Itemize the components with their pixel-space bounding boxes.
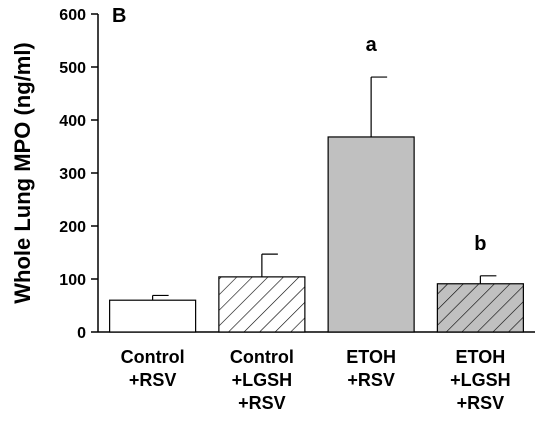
y-tick-label: 200 [59, 219, 86, 236]
significance-label: a [366, 34, 378, 56]
x-tick-label: +LGSH [450, 370, 511, 390]
panel-label: B [112, 5, 126, 27]
x-tick-label: ETOH [456, 347, 506, 367]
significance-label: b [474, 233, 486, 255]
bar [218, 276, 306, 333]
y-tick-label: 300 [59, 166, 86, 183]
x-tick-label: +RSV [347, 370, 395, 390]
x-tick-label: Control [121, 347, 185, 367]
category-labels: Control +RSV Control +LGSH +RSV ETOH +RSV ETOH +… [121, 347, 511, 413]
y-tick-label: 600 [59, 7, 86, 24]
y-axis-title: Whole Lung MPO (ng/ml) [10, 42, 35, 304]
y-tick-label: 400 [59, 113, 86, 130]
x-tick-label: +RSV [457, 393, 505, 413]
x-tick-label: +RSV [238, 393, 286, 413]
bars-group: ab [109, 34, 524, 333]
y-tick-label: 0 [77, 325, 86, 342]
bar [327, 136, 415, 333]
y-tick-label: 100 [59, 272, 86, 289]
x-tick-label: Control [230, 347, 294, 367]
y-tick-label: 500 [59, 60, 86, 77]
x-tick-label: ETOH [346, 347, 396, 367]
x-tick-label: +LGSH [232, 370, 293, 390]
x-tick-label: +RSV [129, 370, 177, 390]
bar [109, 299, 197, 333]
bar [436, 283, 524, 333]
